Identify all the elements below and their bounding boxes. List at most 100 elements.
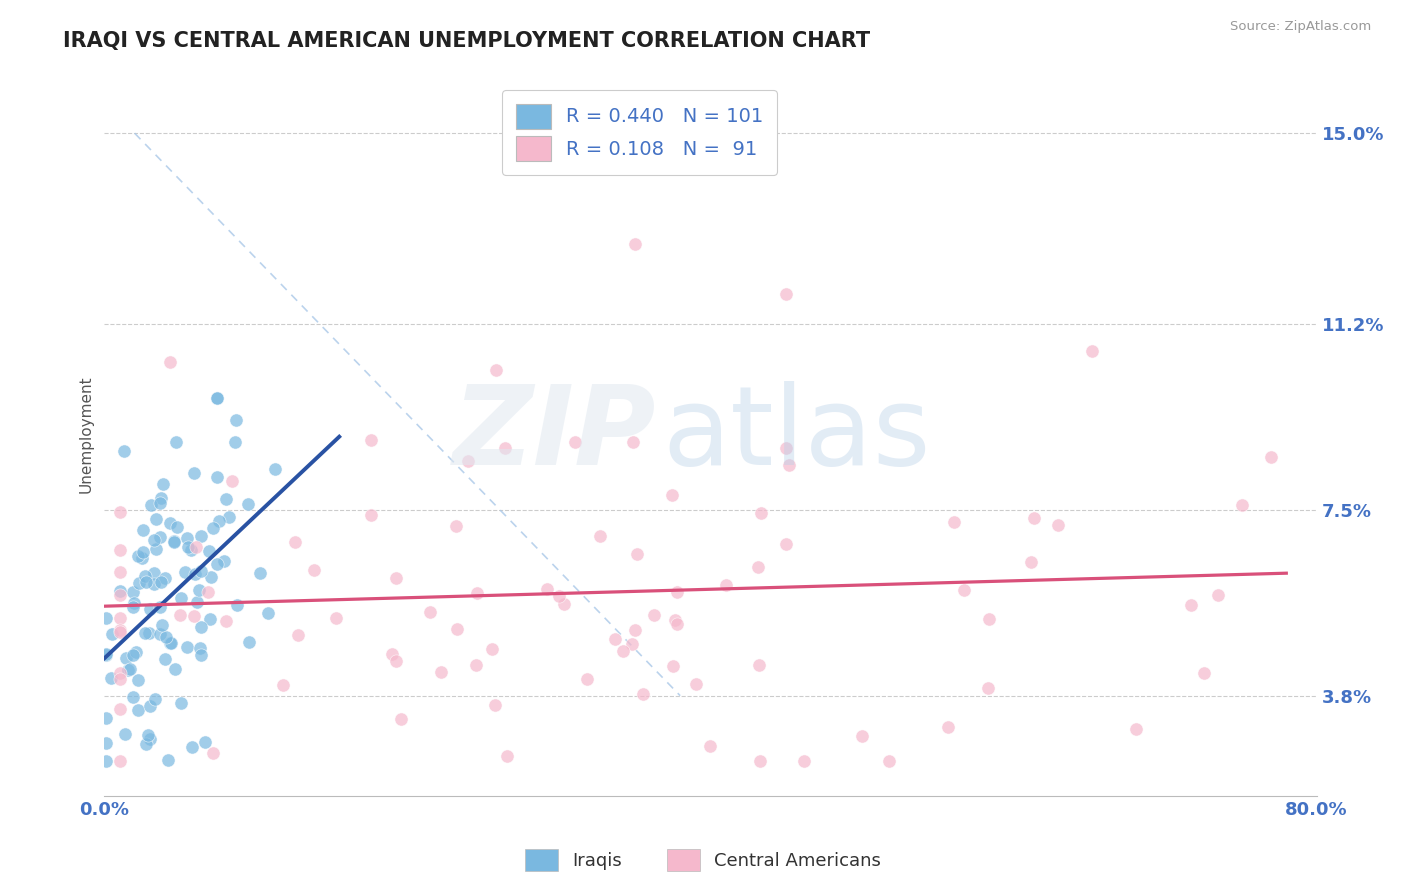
Legend: Iraqis, Central Americans: Iraqis, Central Americans (517, 842, 889, 879)
Point (139, 731, 162, 746)
Point (108, 543, 131, 558)
Point (94, 711, 117, 725)
Point (194, 734, 217, 748)
Point (360, 434, 382, 448)
Point (159, 516, 181, 530)
Point (169, 608, 191, 623)
Point (205, 557, 228, 571)
Point (621, 637, 644, 651)
Point (1192, 665, 1215, 680)
Point (117, 664, 139, 678)
Point (207, 392, 229, 406)
Point (150, 617, 173, 632)
Point (108, 665, 131, 680)
Point (419, 605, 441, 619)
Point (666, 617, 689, 632)
Point (127, 549, 149, 563)
Point (177, 540, 200, 554)
Point (134, 626, 156, 640)
Point (536, 582, 558, 596)
Point (283, 535, 305, 549)
Text: IRAQI VS CENTRAL AMERICAN UNEMPLOYMENT CORRELATION CHART: IRAQI VS CENTRAL AMERICAN UNEMPLOYMENT C… (63, 31, 870, 51)
Point (287, 628, 309, 642)
Point (775, 441, 797, 455)
Point (139, 499, 162, 513)
Point (190, 620, 212, 634)
Point (942, 515, 965, 529)
Point (190, 529, 212, 543)
Point (200, 570, 222, 584)
Point (135, 574, 157, 589)
Point (174, 566, 197, 580)
Point (94, 647, 117, 661)
Point (793, 754, 815, 768)
Point (94, 648, 117, 662)
Point (264, 462, 287, 476)
Point (170, 591, 193, 606)
Point (187, 583, 209, 598)
Point (623, 623, 645, 637)
Point (446, 622, 468, 636)
Point (153, 571, 176, 585)
Point (325, 611, 347, 625)
Point (190, 648, 212, 663)
Point (131, 550, 153, 565)
Point (149, 626, 172, 640)
Point (132, 544, 155, 558)
Point (152, 476, 174, 491)
Point (127, 673, 149, 688)
Point (142, 566, 165, 581)
Point (94, 754, 117, 768)
Point (202, 521, 225, 535)
Point (122, 690, 145, 704)
Point (977, 681, 1000, 696)
Point (180, 543, 202, 558)
Point (115, 650, 138, 665)
Point (132, 523, 155, 537)
Point (588, 529, 610, 543)
Point (496, 749, 519, 764)
Point (605, 632, 627, 646)
Point (851, 729, 873, 743)
Point (166, 520, 188, 534)
Point (149, 496, 172, 510)
Point (1022, 511, 1045, 525)
Point (159, 635, 181, 649)
Point (108, 754, 131, 768)
Point (142, 533, 165, 547)
Point (143, 692, 166, 706)
Point (626, 547, 648, 561)
Point (139, 601, 162, 615)
Point (481, 641, 503, 656)
Point (156, 754, 179, 768)
Point (747, 560, 769, 574)
Text: Source: ZipAtlas.com: Source: ZipAtlas.com (1230, 20, 1371, 33)
Point (430, 665, 453, 679)
Point (457, 454, 479, 468)
Point (612, 644, 634, 658)
Point (138, 728, 160, 742)
Point (208, 514, 231, 528)
Point (138, 626, 160, 640)
Point (218, 509, 240, 524)
Point (494, 441, 516, 455)
Point (716, 578, 738, 592)
Point (145, 512, 167, 526)
Point (1125, 722, 1147, 736)
Point (190, 564, 212, 578)
Point (159, 355, 181, 369)
Point (207, 391, 229, 405)
Point (484, 698, 506, 713)
Point (135, 737, 157, 751)
Point (122, 585, 145, 599)
Point (273, 678, 295, 692)
Point (101, 627, 124, 641)
Point (122, 596, 145, 610)
Point (553, 597, 575, 611)
Point (444, 518, 467, 533)
Point (256, 606, 278, 620)
Point (977, 612, 1000, 626)
Point (953, 582, 976, 597)
Point (221, 474, 243, 488)
Point (110, 584, 132, 599)
